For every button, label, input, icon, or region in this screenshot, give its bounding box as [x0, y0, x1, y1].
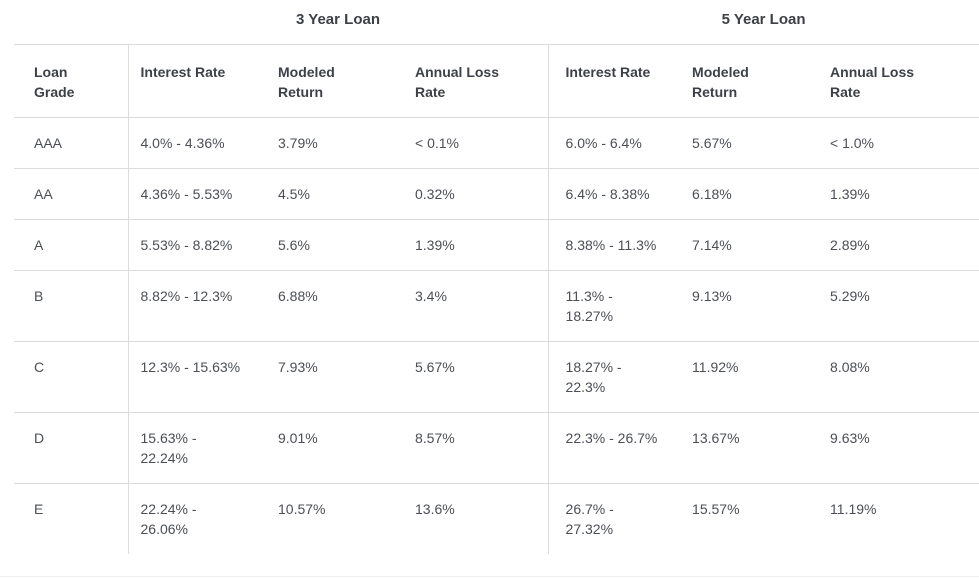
cell-annual-loss-rate-5yr: 8.08%: [818, 341, 979, 413]
cell-interest-rate-5yr: 26.7% - 27.32%: [548, 483, 681, 554]
section-header-spacer: [14, 0, 128, 45]
cell-annual-loss-rate-3yr: 5.67%: [403, 341, 549, 413]
cell-annual-loss-rate-3yr: 3.4%: [403, 270, 549, 342]
cell-modeled-return-5yr: 11.92%: [680, 341, 819, 413]
cell-loan-grade: D: [14, 412, 129, 484]
section-header-row: 3 Year Loan 5 Year Loan: [14, 0, 979, 45]
cell-interest-rate-5yr: 8.38% - 11.3%: [548, 219, 681, 271]
table-row-d: D 15.63% - 22.24% 9.01% 8.57% 22.3% - 26…: [14, 412, 979, 484]
cell-interest-rate-3yr: 4.0% - 4.36%: [128, 117, 266, 169]
table-row-aaa: AAA 4.0% - 4.36% 3.79% < 0.1% 6.0% - 6.4…: [14, 117, 979, 169]
cell-modeled-return-5yr: 6.18%: [680, 168, 819, 220]
cell-interest-rate-3yr: 12.3% - 15.63%: [128, 341, 266, 413]
cell-modeled-return-3yr: 5.6%: [266, 219, 403, 271]
cell-modeled-return-3yr: 3.79%: [266, 117, 403, 169]
column-header-row: Loan Grade Interest Rate Modeled Return …: [14, 44, 979, 118]
cell-interest-rate-3yr: 5.53% - 8.82%: [128, 219, 266, 271]
cell-annual-loss-rate-5yr: 5.29%: [818, 270, 979, 342]
cell-annual-loss-rate-5yr: 9.63%: [818, 412, 979, 484]
table-row-b: B 8.82% - 12.3% 6.88% 3.4% 11.3% - 18.27…: [14, 270, 979, 342]
column-header-interest-rate-3yr: Interest Rate: [128, 44, 266, 118]
loan-rates-table: 3 Year Loan 5 Year Loan Loan Grade Inter…: [14, 0, 979, 554]
section-title-5-year: 5 Year Loan: [721, 11, 806, 28]
cell-loan-grade: B: [14, 270, 129, 342]
cell-interest-rate-5yr: 18.27% - 22.3%: [548, 341, 681, 413]
cell-annual-loss-rate-3yr: < 0.1%: [403, 117, 549, 169]
cell-loan-grade: A: [14, 219, 129, 271]
cell-interest-rate-5yr: 6.4% - 8.38%: [548, 168, 681, 220]
cell-modeled-return-5yr: 7.14%: [680, 219, 819, 271]
cell-modeled-return-3yr: 4.5%: [266, 168, 403, 220]
cell-interest-rate-3yr: 15.63% - 22.24%: [128, 412, 266, 484]
cell-modeled-return-3yr: 10.57%: [266, 483, 403, 554]
cell-annual-loss-rate-5yr: 11.19%: [818, 483, 979, 554]
cell-loan-grade: AAA: [14, 117, 129, 169]
cell-annual-loss-rate-3yr: 8.57%: [403, 412, 549, 484]
cell-modeled-return-5yr: 13.67%: [680, 412, 819, 484]
cell-annual-loss-rate-3yr: 13.6%: [403, 483, 549, 554]
column-header-interest-rate-5yr: Interest Rate: [548, 44, 681, 118]
cell-interest-rate-3yr: 22.24% - 26.06%: [128, 483, 266, 554]
cell-interest-rate-5yr: 22.3% - 26.7%: [548, 412, 681, 484]
column-header-loan-grade: Loan Grade: [14, 44, 129, 118]
cell-modeled-return-3yr: 7.93%: [266, 341, 403, 413]
column-header-annual-loss-rate-3yr: Annual Loss Rate: [403, 44, 549, 118]
cell-modeled-return-5yr: 9.13%: [680, 270, 819, 342]
table-row-aa: AA 4.36% - 5.53% 4.5% 0.32% 6.4% - 8.38%…: [14, 168, 979, 220]
cell-modeled-return-5yr: 15.57%: [680, 483, 819, 554]
cell-interest-rate-5yr: 11.3% - 18.27%: [548, 270, 681, 342]
cell-annual-loss-rate-5yr: 2.89%: [818, 219, 979, 271]
cell-modeled-return-5yr: 5.67%: [680, 117, 819, 169]
cell-interest-rate-3yr: 4.36% - 5.53%: [128, 168, 266, 220]
cell-loan-grade: E: [14, 483, 129, 554]
column-header-modeled-return-3yr: Modeled Return: [266, 44, 403, 118]
cell-annual-loss-rate-5yr: < 1.0%: [818, 117, 979, 169]
page-bottom-divider: [0, 576, 979, 577]
cell-annual-loss-rate-3yr: 1.39%: [403, 219, 549, 271]
table-row-c: C 12.3% - 15.63% 7.93% 5.67% 18.27% - 22…: [14, 341, 979, 413]
cell-loan-grade: C: [14, 341, 129, 413]
table-row-a: A 5.53% - 8.82% 5.6% 1.39% 8.38% - 11.3%…: [14, 219, 979, 271]
cell-modeled-return-3yr: 6.88%: [266, 270, 403, 342]
table-row-e: E 22.24% - 26.06% 10.57% 13.6% 26.7% - 2…: [14, 483, 979, 554]
cell-loan-grade: AA: [14, 168, 129, 220]
cell-annual-loss-rate-5yr: 1.39%: [818, 168, 979, 220]
cell-modeled-return-3yr: 9.01%: [266, 412, 403, 484]
cell-annual-loss-rate-3yr: 0.32%: [403, 168, 549, 220]
cell-interest-rate-3yr: 8.82% - 12.3%: [128, 270, 266, 342]
column-header-annual-loss-rate-5yr: Annual Loss Rate: [818, 44, 979, 118]
cell-interest-rate-5yr: 6.0% - 6.4%: [548, 117, 681, 169]
section-title-3-year: 3 Year Loan: [296, 11, 380, 28]
column-header-modeled-return-5yr: Modeled Return: [680, 44, 819, 118]
